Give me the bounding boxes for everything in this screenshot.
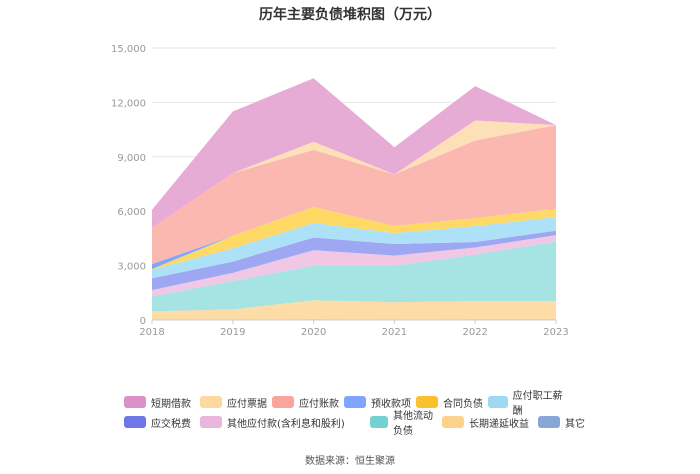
legend-item[interactable]: 应付票据 bbox=[200, 395, 272, 410]
legend-label: 合同负债 bbox=[443, 398, 483, 410]
legend-item[interactable]: 预收款项 bbox=[344, 395, 416, 410]
legend-label: 短期借款 bbox=[151, 398, 191, 410]
area-series bbox=[152, 235, 556, 297]
legend: 短期借款 应付票据 应付账款 预收款项 合同负债 应付职工薪酬 应交税费 其他应付款(含利息… bbox=[124, 391, 594, 437]
legend-label: 其他应付款(含利息和股利) bbox=[227, 418, 345, 430]
area-series bbox=[152, 207, 556, 270]
legend-row: 应交税费 其他应付款(含利息和股利) 其他流动负债 长期递延收益 其它 bbox=[124, 411, 594, 437]
legend-swatch bbox=[370, 416, 388, 428]
legend-item[interactable]: 应付账款 bbox=[272, 395, 344, 410]
area-series bbox=[152, 120, 556, 228]
x-tick-label: 2018 bbox=[139, 327, 164, 338]
legend-swatch bbox=[538, 416, 560, 428]
y-tick-label: 6,000 bbox=[117, 207, 146, 218]
legend-swatch bbox=[416, 396, 438, 408]
legend-swatch bbox=[488, 396, 508, 408]
x-tick-label: 2019 bbox=[220, 327, 245, 338]
legend-label: 其他流动负债 bbox=[392, 411, 433, 437]
y-tick-label: 15,000 bbox=[111, 44, 146, 55]
legend-swatch bbox=[442, 416, 464, 428]
legend-label: 应交税费 bbox=[151, 418, 191, 430]
legend-swatch bbox=[124, 416, 146, 428]
legend-item[interactable]: 其他流动负债 bbox=[370, 407, 442, 437]
legend-label: 预收款项 bbox=[371, 398, 411, 410]
legend-item[interactable]: 其他应付款(含利息和股利) bbox=[200, 415, 370, 430]
legend-label: 应付账款 bbox=[299, 398, 339, 410]
y-tick-label: 12,000 bbox=[111, 98, 146, 109]
area-series bbox=[152, 300, 556, 320]
legend-swatch bbox=[344, 396, 366, 408]
area-series bbox=[152, 125, 556, 265]
legend-item[interactable]: 应交税费 bbox=[124, 415, 200, 430]
source-note: 数据来源：恒生聚源 bbox=[305, 456, 395, 467]
legend-item[interactable]: 应付职工薪酬 bbox=[488, 387, 566, 417]
area-series bbox=[152, 217, 556, 279]
legend-item[interactable]: 长期递延收益 bbox=[442, 415, 538, 430]
y-tick-label: 9,000 bbox=[117, 153, 146, 164]
legend-label: 应付票据 bbox=[227, 398, 267, 410]
legend-swatch bbox=[200, 416, 222, 428]
legend-swatch bbox=[200, 396, 222, 408]
y-tick-label: 0 bbox=[140, 316, 146, 327]
y-tick-label: 3,000 bbox=[117, 262, 146, 273]
legend-swatch bbox=[272, 396, 294, 408]
legend-label: 其它 bbox=[565, 418, 585, 430]
area-series bbox=[152, 230, 556, 291]
chart-title: 历年主要负债堆积图（万元） bbox=[259, 7, 441, 23]
legend-swatch bbox=[124, 396, 146, 408]
x-tick-label: 2023 bbox=[543, 327, 568, 338]
legend-item[interactable]: 短期借款 bbox=[124, 395, 200, 410]
x-tick-label: 2020 bbox=[301, 327, 326, 338]
legend-item[interactable]: 其它 bbox=[538, 415, 588, 430]
area-series bbox=[152, 241, 556, 312]
x-tick-label: 2021 bbox=[382, 327, 407, 338]
area-series bbox=[152, 78, 556, 228]
legend-item[interactable]: 合同负债 bbox=[416, 395, 488, 410]
legend-label: 长期递延收益 bbox=[469, 418, 529, 430]
legend-label: 应付职工薪酬 bbox=[512, 391, 563, 417]
x-tick-label: 2022 bbox=[462, 327, 487, 338]
legend-row: 短期借款 应付票据 应付账款 预收款项 合同负债 应付职工薪酬 bbox=[124, 391, 594, 417]
